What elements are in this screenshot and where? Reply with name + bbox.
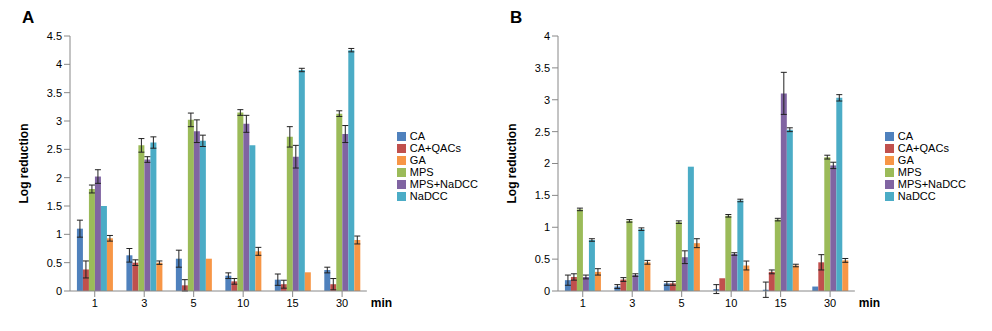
svg-text:5: 5 <box>679 297 685 309</box>
svg-text:1.5: 1.5 <box>47 200 62 212</box>
svg-text:15: 15 <box>287 297 299 309</box>
svg-text:1: 1 <box>544 221 550 233</box>
html-text:CA+QACs: CA+QACs <box>409 141 461 154</box>
svg-text:3: 3 <box>544 94 550 106</box>
svg-text:2.5: 2.5 <box>47 143 62 155</box>
svg-text:4.5: 4.5 <box>47 30 62 42</box>
html-text:CA: CA <box>409 129 426 142</box>
svg-text:0.5: 0.5 <box>47 257 62 269</box>
svg-text:0: 0 <box>56 285 62 297</box>
svg-text:min: min <box>371 296 392 310</box>
html-text:GA: GA <box>897 153 914 166</box>
html-text:CA: CA <box>897 129 914 142</box>
svg-text:30: 30 <box>336 297 348 309</box>
svg-text:30: 30 <box>824 297 836 309</box>
svg-text:1: 1 <box>580 297 586 309</box>
svg-text:2: 2 <box>544 157 550 169</box>
html-text:CA+QACs: CA+QACs <box>897 141 949 154</box>
svg-text:min: min <box>859 296 880 310</box>
html-text:GA: GA <box>409 153 426 166</box>
html-text:MPS: MPS <box>897 165 922 178</box>
svg-text:3: 3 <box>629 297 635 309</box>
svg-text:4: 4 <box>544 30 550 42</box>
html-text:A: A <box>22 8 35 27</box>
svg-text:3: 3 <box>141 297 147 309</box>
svg-text:15: 15 <box>775 297 787 309</box>
svg-text:4: 4 <box>56 58 62 70</box>
html-text:NaDCC: NaDCC <box>897 189 936 202</box>
svg-text:0.5: 0.5 <box>535 253 550 265</box>
svg-text:5: 5 <box>191 297 197 309</box>
html-text:NaDCC: NaDCC <box>409 189 448 202</box>
html-text:MPS: MPS <box>409 165 434 178</box>
svg-text:Log reduction: Log reduction <box>17 124 31 204</box>
svg-text:2: 2 <box>56 172 62 184</box>
svg-text:1.5: 1.5 <box>535 189 550 201</box>
svg-text:10: 10 <box>237 297 249 309</box>
svg-text:10: 10 <box>725 297 737 309</box>
html-text:MPS+NaDCC: MPS+NaDCC <box>409 177 478 190</box>
svg-text:0: 0 <box>544 285 550 297</box>
svg-text:3.5: 3.5 <box>535 62 550 74</box>
svg-text:3.5: 3.5 <box>47 87 62 99</box>
svg-text:2.5: 2.5 <box>535 126 550 138</box>
svg-text:1: 1 <box>92 297 98 309</box>
svg-text:1: 1 <box>56 228 62 240</box>
html-text:MPS+NaDCC: MPS+NaDCC <box>897 177 966 190</box>
svg-text:Log reduction: Log reduction <box>505 124 519 204</box>
svg-text:3: 3 <box>56 115 62 127</box>
html-text:B: B <box>510 8 523 27</box>
